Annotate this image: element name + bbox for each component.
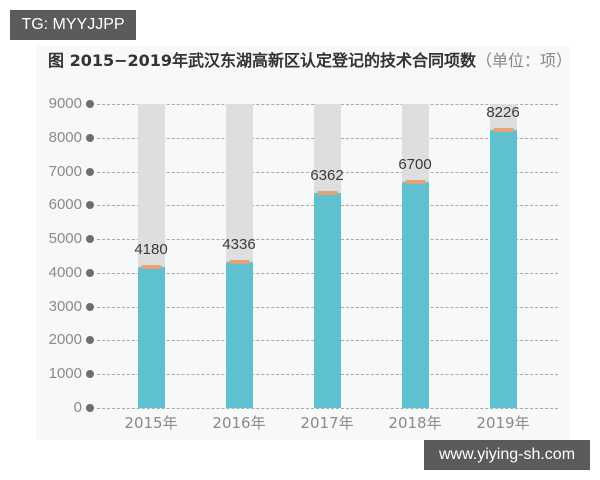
watermark-bottom-text: www.yiying-sh.com <box>438 446 576 463</box>
chart-title-main: 图 2015−2019年武汉东湖高新区认定登记的技术合同项数 <box>48 51 477 70</box>
y-axis-tick-label: 6000 <box>48 196 82 214</box>
x-axis-tick-label: 2018年 <box>388 414 442 432</box>
bar-cap-marker <box>492 128 514 133</box>
bar-2017年 <box>313 193 341 408</box>
watermark-bottom-badge: www.yiying-sh.com <box>424 440 590 470</box>
bar-cap-marker <box>140 264 162 269</box>
bar-2016年 <box>225 261 253 408</box>
y-axis-tick-label: 4000 <box>48 263 82 281</box>
bar-2019年 <box>489 130 517 408</box>
watermark-top-badge: TG: MYYJJPP <box>10 10 136 40</box>
watermark-top-text: TG: MYYJJPP <box>21 16 125 33</box>
y-axis-dot-icon <box>86 167 94 176</box>
y-axis-dot-icon <box>86 235 94 244</box>
bar-2015年 <box>137 266 165 408</box>
y-axis-tick-label: 8000 <box>48 128 82 146</box>
y-axis-dot-icon <box>86 302 94 311</box>
y-axis-dot-icon <box>86 370 94 379</box>
y-axis-dot-icon <box>86 100 94 108</box>
bar-data-label: 8226 <box>486 104 520 122</box>
x-axis-tick-label: 2017年 <box>300 414 354 432</box>
bar-2018年 <box>401 181 429 408</box>
bar-data-label: 4180 <box>134 240 168 258</box>
chart-title: 图 2015−2019年武汉东湖高新区认定登记的技术合同项数（单位：项） <box>48 50 572 72</box>
x-axis-tick-label: 2019年 <box>476 414 530 432</box>
y-axis-tick-label: 7000 <box>48 162 82 180</box>
y-axis-dot-icon <box>86 133 94 142</box>
y-axis-tick-label: 5000 <box>48 230 82 248</box>
y-axis-dot-icon <box>86 404 94 412</box>
bar-cap-marker <box>404 179 426 184</box>
chart-title-unit: （单位：项） <box>476 51 573 70</box>
bar-data-label: 6700 <box>398 155 432 173</box>
bar-data-label: 4336 <box>222 235 256 253</box>
gridline <box>97 408 558 409</box>
x-axis-tick-label: 2015年 <box>124 414 178 432</box>
bar-cap-marker <box>228 259 250 264</box>
x-axis-tick-label: 2016年 <box>212 414 266 432</box>
y-axis-tick-label: 2000 <box>48 331 82 349</box>
bar-cap-marker <box>316 191 338 196</box>
y-axis-tick-label: 1000 <box>48 365 82 383</box>
y-axis-dot-icon <box>86 268 94 277</box>
y-axis-tick-label: 9000 <box>48 95 82 112</box>
bar-data-label: 6362 <box>310 167 344 185</box>
y-axis-dot-icon <box>86 336 94 345</box>
y-axis-tick-label: 0 <box>73 399 82 416</box>
y-axis-tick-label: 3000 <box>48 297 82 315</box>
y-axis-dot-icon <box>86 201 94 210</box>
